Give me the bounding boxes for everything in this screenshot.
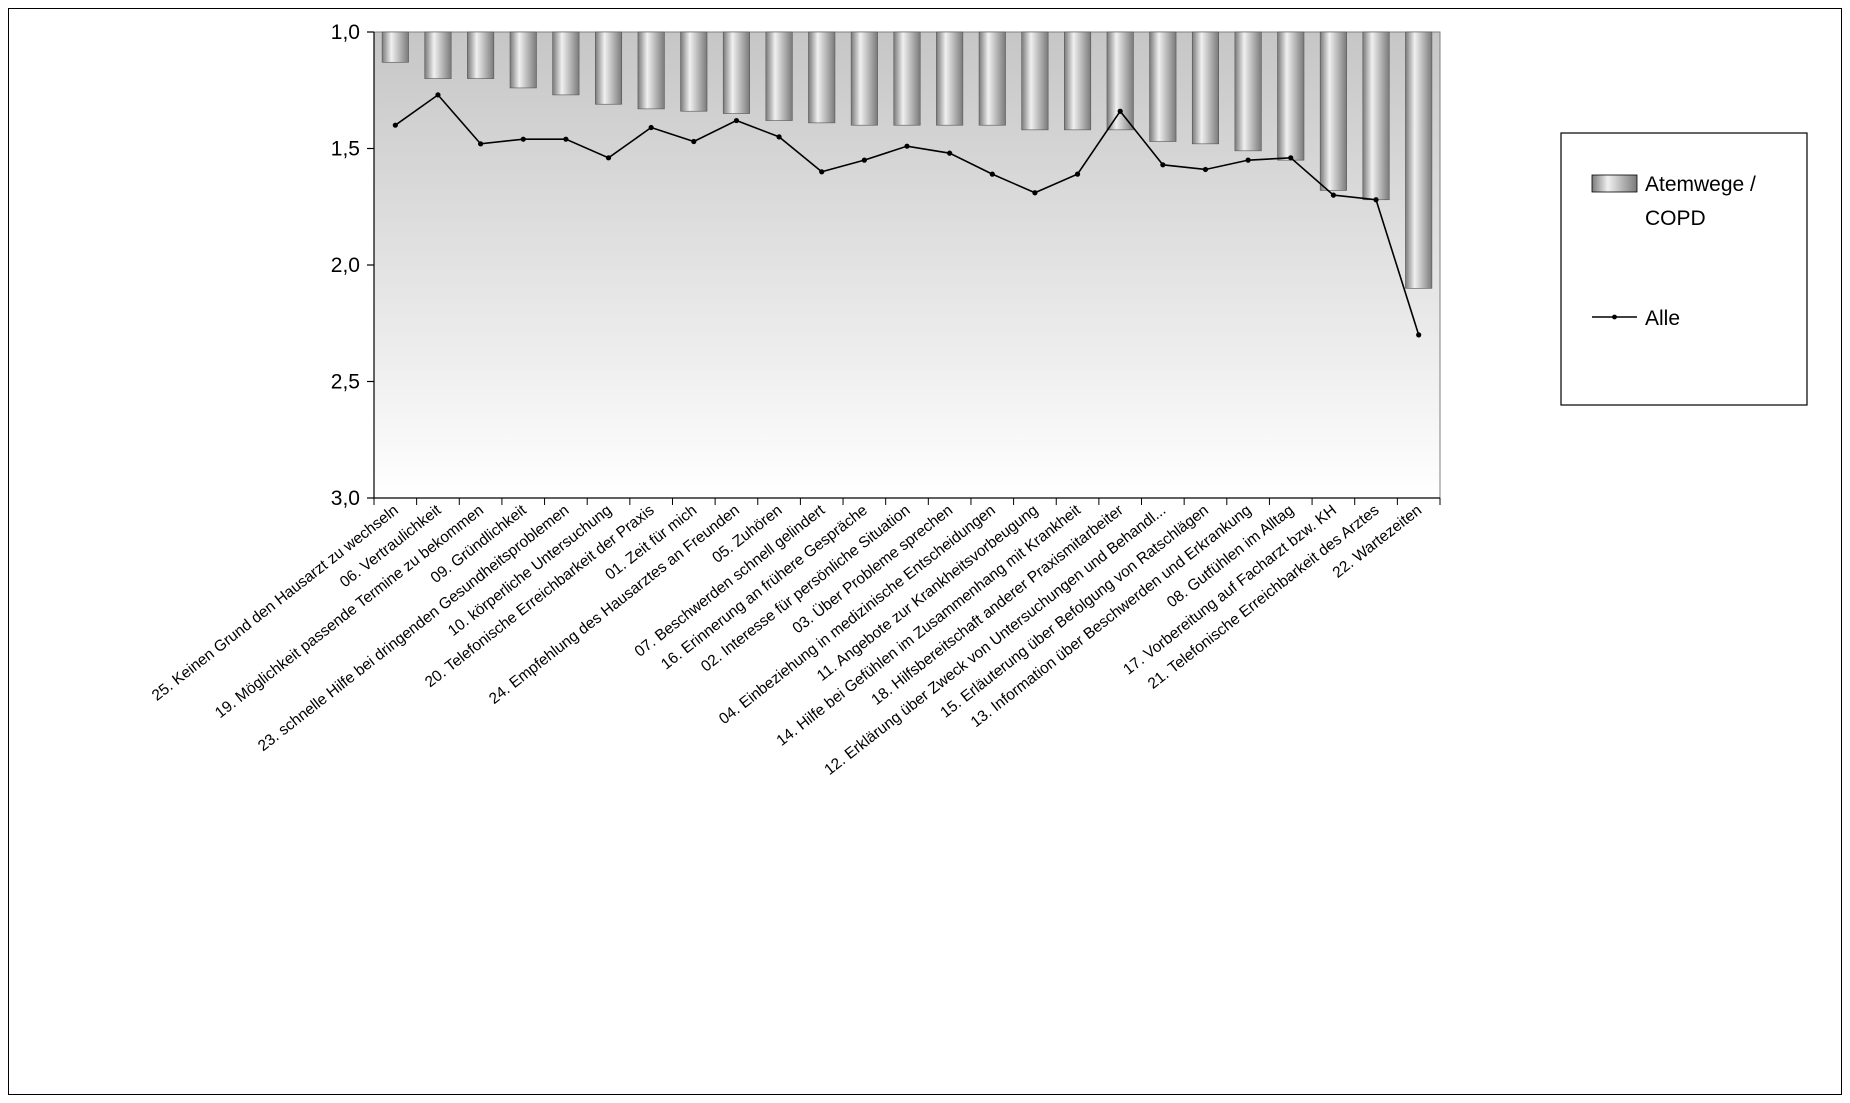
bar — [893, 31, 921, 126]
bar — [850, 31, 878, 126]
line-point — [1416, 332, 1422, 338]
line-point — [861, 157, 867, 163]
bar — [765, 31, 793, 121]
bar — [424, 31, 452, 79]
y-tick-label: 1,5 — [331, 138, 360, 161]
line-point — [1330, 192, 1336, 198]
bar — [1191, 31, 1219, 145]
bar — [1405, 31, 1433, 289]
legend: Atemwege / COPD Alle — [1560, 132, 1808, 406]
bar — [1106, 31, 1134, 131]
bar — [381, 31, 409, 63]
line-point — [1074, 171, 1081, 177]
line-point — [733, 117, 740, 124]
y-tick-label: 1,0 — [331, 21, 360, 44]
legend-bar-label-line1: Atemwege / — [1645, 173, 1756, 196]
line-point — [605, 155, 612, 161]
bar — [978, 31, 1006, 126]
legend-line-label: Alle — [1645, 307, 1680, 330]
bar — [1021, 31, 1049, 131]
bar — [509, 31, 537, 89]
line-point — [691, 138, 697, 145]
y-tick-label: 2,0 — [331, 254, 360, 277]
line-series — [392, 92, 1422, 338]
bar — [467, 31, 495, 79]
line-point — [904, 143, 910, 149]
line-point — [1245, 157, 1251, 163]
legend-line-marker — [1612, 314, 1617, 320]
bar — [1362, 31, 1390, 201]
chart-frame — [8, 8, 1842, 1095]
line-point — [520, 136, 526, 142]
bar — [808, 31, 836, 124]
y-tick-label: 3,0 — [331, 487, 360, 510]
bar-series — [381, 31, 1433, 289]
bar — [552, 31, 580, 96]
x-axis: 25. Keinen Grund den Hausarzt zu wechsel… — [149, 497, 1441, 779]
line-point — [435, 92, 441, 98]
bar — [1149, 31, 1177, 142]
line-point — [1160, 162, 1166, 168]
bar — [1319, 31, 1347, 191]
line-point — [478, 141, 484, 147]
line-point — [392, 122, 398, 128]
line-point — [819, 169, 825, 175]
bar — [595, 31, 623, 105]
line-point — [648, 124, 654, 131]
bar — [722, 31, 750, 114]
y-axis: 1,0 1,5 2,0 2,5 3,0 — [331, 21, 375, 510]
y-tick-label: 2,5 — [331, 371, 360, 394]
line-point — [947, 150, 953, 156]
bar — [936, 31, 964, 126]
bar — [1277, 31, 1305, 161]
line-point — [989, 171, 995, 177]
line-point — [1373, 197, 1379, 203]
line-point — [1202, 166, 1209, 173]
bar — [637, 31, 665, 110]
x-tick-label: 23. schnelle Hilfe bei dringenden Gesund… — [255, 502, 572, 755]
line-point — [1032, 190, 1038, 196]
line-point — [1288, 155, 1294, 161]
legend-bar-swatch — [1591, 174, 1638, 193]
line-point — [563, 136, 569, 142]
line-point — [1117, 108, 1123, 114]
legend-bar-label-line2: COPD — [1645, 207, 1706, 230]
bar — [1064, 31, 1092, 131]
bar — [1234, 31, 1262, 152]
bar — [680, 31, 708, 112]
line-point — [776, 134, 782, 140]
